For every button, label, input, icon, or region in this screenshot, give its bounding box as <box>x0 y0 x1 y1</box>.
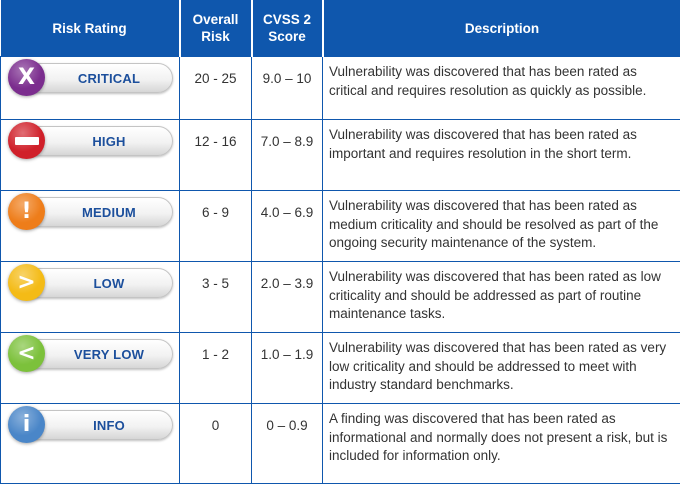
header-cvss-score-line2: Score <box>268 29 306 44</box>
rating-label: MEDIUM <box>82 204 136 220</box>
table-row: LOW > 3 - 5 2.0 – 3.9 Vulnerability was … <box>0 261 680 333</box>
less-than-icon: < <box>8 335 45 372</box>
header-description: Description <box>322 0 680 57</box>
info-icon: i <box>8 406 45 443</box>
description-cell: Vulnerability was discovered that has be… <box>322 190 680 262</box>
cvss-score-cell: 0 – 0.9 <box>251 403 323 484</box>
description-cell: Vulnerability was discovered that has be… <box>322 332 680 404</box>
header-overall-risk: Overall Risk <box>179 0 253 57</box>
overall-risk-cell: 0 <box>179 403 252 484</box>
cvss-score-cell: 4.0 – 6.9 <box>251 190 323 262</box>
description-cell: Vulnerability was discovered that has be… <box>322 119 680 191</box>
rating-label: LOW <box>93 275 125 291</box>
overall-risk-cell: 1 - 2 <box>179 332 252 404</box>
rating-label: HIGH <box>92 133 126 149</box>
table-header-row: Risk Rating Overall Risk CVSS 2 Score De… <box>0 0 680 57</box>
rating-cell: LOW > <box>0 261 180 333</box>
rating-cell: HIGH <box>0 119 180 191</box>
table-row: VERY LOW < 1 - 2 1.0 – 1.9 Vulnerability… <box>0 332 680 404</box>
table-row: HIGH 12 - 16 7.0 – 8.9 Vulnerability was… <box>0 119 680 191</box>
overall-risk-cell: 20 - 25 <box>179 56 252 120</box>
rating-cell: VERY LOW < <box>0 332 180 404</box>
header-overall-risk-line1: Overall <box>192 12 239 27</box>
rating-label: INFO <box>93 417 125 433</box>
cvss-score-cell: 1.0 – 1.9 <box>251 332 323 404</box>
greater-than-icon: > <box>8 264 45 301</box>
table-row: INFO i 0 0 – 0.9 A finding was discovere… <box>0 403 680 484</box>
rating-cell: CRITICAL X <box>0 56 180 120</box>
cvss-score-cell: 2.0 – 3.9 <box>251 261 323 333</box>
cvss-score-cell: 7.0 – 8.9 <box>251 119 323 191</box>
header-overall-risk-line2: Risk <box>201 29 230 44</box>
table-row: MEDIUM ! 6 - 9 4.0 – 6.9 Vulnerability w… <box>0 190 680 262</box>
description-cell: A finding was discovered that has been r… <box>322 403 680 484</box>
rating-cell: MEDIUM ! <box>0 190 180 262</box>
exclamation-icon: ! <box>8 193 45 230</box>
cvss-score-cell: 9.0 – 10 <box>251 56 323 120</box>
rating-pill: LOW <box>19 268 173 298</box>
overall-risk-cell: 6 - 9 <box>179 190 252 262</box>
overall-risk-cell: 12 - 16 <box>179 119 252 191</box>
header-risk-rating: Risk Rating <box>0 0 181 57</box>
minus-bar <box>14 136 39 145</box>
rating-cell: INFO i <box>0 403 180 484</box>
x-icon: X <box>8 59 45 96</box>
header-cvss-score-line1: CVSS 2 <box>262 12 312 27</box>
header-cvss-score: CVSS 2 Score <box>251 0 324 57</box>
rating-label: VERY LOW <box>73 346 145 362</box>
rating-label: CRITICAL <box>77 70 141 86</box>
overall-risk-cell: 3 - 5 <box>179 261 252 333</box>
minus-icon <box>8 122 45 159</box>
description-cell: Vulnerability was discovered that has be… <box>322 261 680 333</box>
table-row: CRITICAL X 20 - 25 9.0 – 10 Vulnerabilit… <box>0 56 680 120</box>
description-cell: Vulnerability was discovered that has be… <box>322 56 680 120</box>
